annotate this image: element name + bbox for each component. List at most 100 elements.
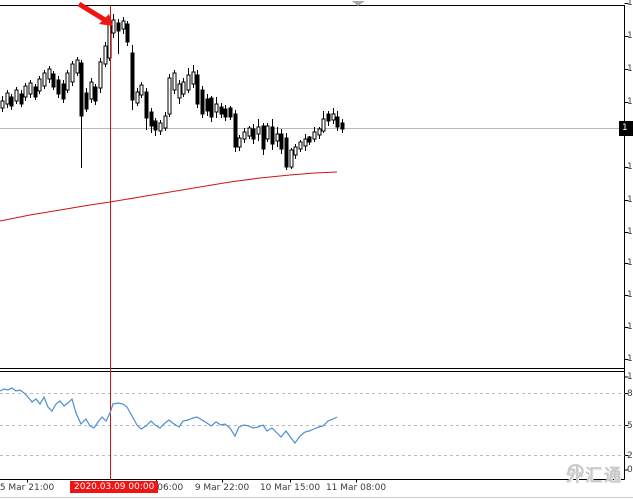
candle-body xyxy=(242,131,247,140)
vertical-line-date-tag[interactable]: 2020.03.09 00:00 xyxy=(70,481,159,493)
candle-body xyxy=(14,89,19,102)
candle-body xyxy=(65,72,70,91)
time-label: 11 Mar 08:00 xyxy=(325,483,387,493)
candle-body xyxy=(19,93,24,105)
candle-body xyxy=(135,91,140,104)
candle-body xyxy=(233,113,238,148)
price-scale-label: 1 xyxy=(627,64,633,74)
candle-body xyxy=(326,113,331,122)
candle-body xyxy=(163,115,168,129)
candle-body xyxy=(247,127,252,137)
candle-body xyxy=(61,83,66,100)
chart-shift-triangle-icon xyxy=(352,1,365,6)
candle-body xyxy=(84,92,89,110)
candle-body xyxy=(130,52,135,101)
candle-body xyxy=(335,116,340,128)
price-scale-label: 1 xyxy=(627,290,633,300)
red-trend-curve[interactable] xyxy=(0,171,338,222)
indicator-scale-label: 0 xyxy=(627,465,633,475)
candle-body xyxy=(70,63,75,83)
candle-body xyxy=(191,71,196,85)
candle-body xyxy=(209,97,214,118)
candle-body xyxy=(5,92,10,105)
candle-body xyxy=(56,79,61,95)
candle-body xyxy=(237,137,242,148)
candle-body xyxy=(23,85,28,98)
candle-body xyxy=(214,103,219,113)
arrow-shaft xyxy=(77,1,107,23)
time-label: 5 Mar 21:00 xyxy=(0,483,55,493)
oscillator-line xyxy=(0,387,338,444)
candle-body xyxy=(321,118,326,132)
candle-body xyxy=(9,96,14,107)
candle-body xyxy=(284,137,289,168)
watermark-swoosh-icon xyxy=(567,464,584,479)
candle-body xyxy=(125,23,130,43)
candle-body xyxy=(228,107,233,118)
candle-body xyxy=(28,82,33,95)
candle-body xyxy=(256,126,261,135)
candle-body xyxy=(307,136,312,143)
candle-body xyxy=(177,83,182,99)
time-label: 9 Mar 22:00 xyxy=(194,483,250,493)
candle-body xyxy=(270,126,275,145)
candle-body xyxy=(205,98,210,112)
candle-body xyxy=(275,133,280,142)
indicator-scale-label: 8 xyxy=(627,388,633,399)
time-label: 10 Mar 15:00 xyxy=(259,483,321,493)
candle-body xyxy=(93,86,98,102)
candle-body xyxy=(298,141,303,150)
candle-body xyxy=(251,128,256,140)
indicator-scale-label: 5 xyxy=(627,420,633,431)
candle-body xyxy=(312,131,317,140)
price-scale-label: 1 xyxy=(627,322,633,332)
candle-body xyxy=(121,20,126,30)
candle-body xyxy=(75,59,80,74)
candle-body xyxy=(265,125,270,140)
candle-body xyxy=(42,72,47,87)
price-scale-label: 1 xyxy=(627,195,633,205)
price-scale-label: 1 xyxy=(627,227,633,237)
candle-body xyxy=(186,74,191,91)
candle-body xyxy=(89,81,94,100)
candle-body xyxy=(158,122,163,132)
candle-body xyxy=(47,68,52,80)
candle-body xyxy=(79,62,84,117)
candle-body xyxy=(116,22,121,32)
price-scale-label: 1 xyxy=(627,97,633,107)
watermark: 外汇通 xyxy=(566,461,623,486)
candle-body xyxy=(303,138,308,147)
candle-body xyxy=(195,74,200,105)
candle-body xyxy=(98,61,103,89)
price-scale-label: 1 xyxy=(627,354,633,364)
candle-body xyxy=(340,122,345,130)
candle-body xyxy=(37,78,42,92)
candle-body xyxy=(0,100,5,109)
candle-body xyxy=(317,128,322,136)
candle-body xyxy=(51,73,56,88)
candle-body xyxy=(103,45,108,65)
candle-body xyxy=(33,86,38,98)
candle-body xyxy=(289,149,294,168)
price-axis[interactable] xyxy=(624,5,633,480)
price-scale-label: 1 xyxy=(627,0,633,8)
candle-body xyxy=(223,108,228,118)
current-price-box: 1 xyxy=(619,121,633,136)
candle-body xyxy=(200,89,205,115)
arrow-head-icon[interactable] xyxy=(99,14,113,26)
watermark-text: 外汇通 xyxy=(566,466,623,486)
candle-body xyxy=(172,72,177,91)
candle-body xyxy=(181,81,186,95)
price-scale-label: 1 xyxy=(627,258,633,268)
candle-body xyxy=(261,125,266,150)
indicator-scale-label: 2 xyxy=(627,450,633,461)
price-scale-label: 1 xyxy=(627,31,633,41)
candle-body xyxy=(167,77,172,115)
candle-body xyxy=(149,111,154,127)
candle-body xyxy=(153,120,158,131)
candle-body xyxy=(279,133,284,150)
price-scale-label: 1 xyxy=(627,162,633,172)
candle-body xyxy=(331,113,336,121)
